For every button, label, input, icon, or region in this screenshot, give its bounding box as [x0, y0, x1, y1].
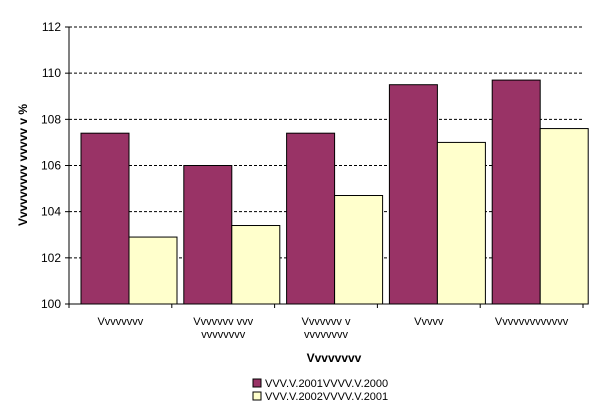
bar-series-2 — [334, 195, 384, 305]
legend-swatch — [252, 378, 262, 388]
y-tick-label: 108 — [41, 112, 61, 126]
x-category-label: Vvvvvvvv — [97, 316, 143, 328]
y-tick-label: 110 — [42, 66, 61, 80]
bar-series-1 — [183, 165, 233, 305]
x-category-label: Vvvvv — [414, 316, 444, 328]
y-tick-label: 102 — [41, 251, 61, 265]
bar-series-2 — [539, 128, 589, 305]
x-category-label: Vvvvvvv v — [302, 316, 351, 328]
y-tick-labels: 100 102 104 106 108 110 112 — [41, 20, 69, 311]
y-tick-label: 104 — [41, 205, 61, 219]
legend-label: VVV.V.2002VVVV.V.2001 — [265, 391, 388, 403]
bar-series-1 — [491, 79, 541, 305]
legend-swatch — [252, 391, 262, 401]
legend-label: VVV.V.2001VVVV.V.2000 — [265, 378, 388, 390]
x-category-label: vvvvvvvv — [201, 329, 246, 341]
x-axis-title: Vvvvvvvv — [307, 351, 362, 365]
x-category-label: Vvvvvvvvvvvvv — [495, 316, 569, 328]
bars — [80, 79, 589, 305]
x-category-label: Vvvvvvv vvv — [193, 316, 253, 328]
bar-series-1 — [80, 132, 130, 305]
bar-series-2 — [128, 236, 178, 305]
y-tick-label: 106 — [41, 159, 61, 173]
legend: VVV.V.2001VVVV.V.2000VVV.V.2002VVVV.V.20… — [252, 378, 388, 403]
bar-series-2 — [436, 141, 486, 305]
x-category-label: vvvvvvvv — [304, 329, 349, 341]
bar-series-1 — [286, 132, 336, 305]
y-tick-label: 100 — [41, 297, 61, 311]
bar-series-2 — [231, 225, 281, 305]
y-tick-label: 112 — [42, 20, 61, 34]
y-axis-title: Vvvvvvvvv vvvvv v % — [16, 104, 30, 226]
bar-series-1 — [388, 84, 438, 305]
